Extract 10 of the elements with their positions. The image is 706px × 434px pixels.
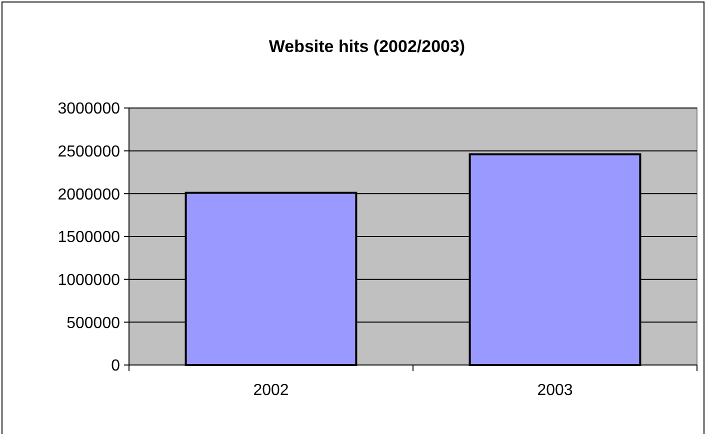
x-tick-label: 2003	[537, 382, 573, 399]
y-tick-label: 0	[111, 358, 120, 375]
y-tick-label: 1500000	[58, 229, 120, 246]
y-tick-label: 1000000	[58, 272, 120, 289]
y-tick-label: 2500000	[58, 143, 120, 160]
y-tick-label: 2000000	[58, 186, 120, 204]
x-tick-label: 2002	[253, 382, 289, 399]
chart-title: Website hits (2002/2003)	[268, 37, 466, 56]
y-tick-label: 3000000	[58, 100, 120, 118]
y-tick-label: 500000	[66, 314, 120, 332]
